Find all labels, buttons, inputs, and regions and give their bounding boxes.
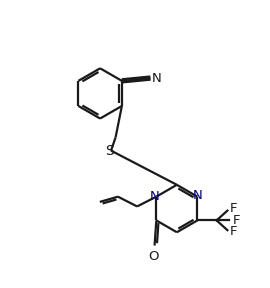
- Text: F: F: [230, 226, 237, 238]
- Text: F: F: [232, 214, 240, 227]
- Text: N: N: [152, 72, 162, 85]
- Text: F: F: [230, 202, 237, 215]
- Text: S: S: [105, 144, 114, 158]
- Text: N: N: [150, 190, 160, 203]
- Text: N: N: [193, 189, 202, 202]
- Text: O: O: [148, 250, 159, 263]
